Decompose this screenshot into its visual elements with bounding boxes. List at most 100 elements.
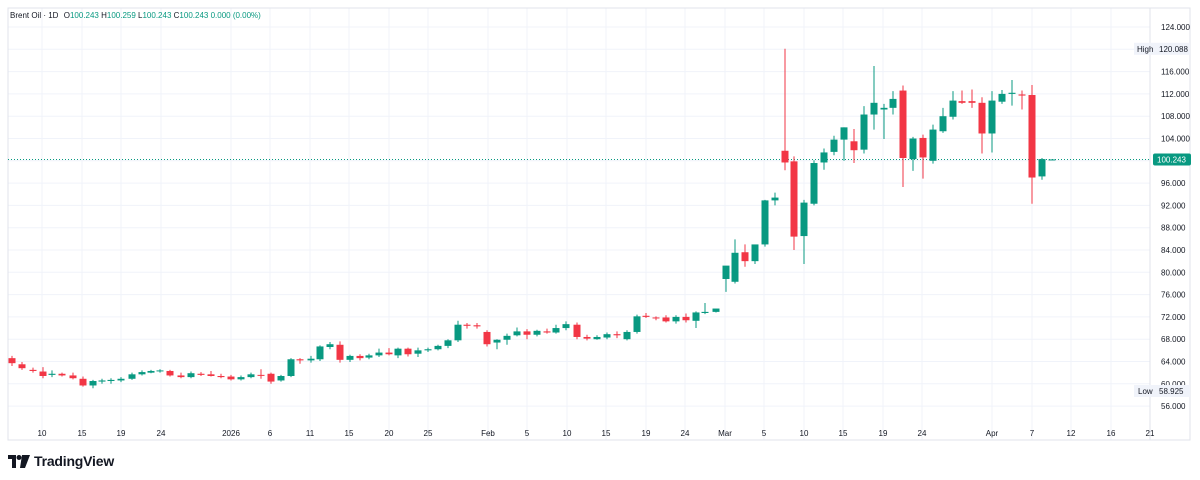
candle-down[interactable]	[336, 341, 344, 363]
candle-up[interactable]	[731, 239, 739, 284]
candle-up[interactable]	[701, 302, 709, 315]
candle-up[interactable]	[771, 192, 779, 206]
candle-down[interactable]	[79, 376, 87, 387]
candle-down[interactable]	[899, 85, 907, 188]
candle-down[interactable]	[463, 323, 471, 329]
candle-up[interactable]	[552, 324, 560, 334]
candle-up[interactable]	[603, 332, 611, 340]
candle-up[interactable]	[988, 91, 996, 153]
candle-up[interactable]	[89, 379, 97, 389]
candle-down[interactable]	[356, 354, 364, 361]
candle-down[interactable]	[18, 362, 26, 370]
candle-down[interactable]	[69, 372, 77, 380]
candle-up[interactable]	[722, 265, 730, 292]
candle-down[interactable]	[29, 367, 37, 373]
candle-up[interactable]	[138, 370, 146, 376]
candle-up[interactable]	[247, 372, 255, 379]
candle-down[interactable]	[919, 134, 927, 179]
candle-up[interactable]	[672, 315, 680, 324]
candle-down[interactable]	[8, 355, 16, 366]
candle-down[interactable]	[790, 156, 798, 250]
candle-up[interactable]	[830, 135, 838, 156]
candle-down[interactable]	[613, 331, 621, 339]
candle-down[interactable]	[523, 329, 531, 340]
candle-up[interactable]	[316, 345, 324, 361]
candle-down[interactable]	[968, 89, 976, 108]
candle-up[interactable]	[48, 370, 56, 378]
candle-down[interactable]	[662, 315, 670, 323]
candle-up[interactable]	[1038, 158, 1046, 180]
candle-up[interactable]	[493, 339, 501, 350]
candle-down[interactable]	[682, 313, 690, 323]
candle-down[interactable]	[583, 334, 591, 341]
symbol-name[interactable]: Brent Oil · 1D	[10, 11, 59, 20]
candle-up[interactable]	[949, 91, 957, 120]
candle-up[interactable]	[533, 329, 541, 337]
candle-up[interactable]	[751, 244, 759, 264]
candle-up[interactable]	[840, 127, 848, 161]
candle-down[interactable]	[207, 370, 215, 377]
candle-down[interactable]	[652, 316, 660, 321]
candle-down[interactable]	[483, 330, 491, 347]
candle-up[interactable]	[929, 124, 937, 164]
candle-up[interactable]	[998, 89, 1006, 104]
candle-up[interactable]	[860, 106, 868, 154]
candle-up[interactable]	[503, 333, 511, 345]
candle-up[interactable]	[889, 91, 897, 115]
candle-up[interactable]	[562, 321, 570, 331]
candle-down[interactable]	[958, 90, 966, 104]
candle-up[interactable]	[870, 66, 878, 130]
candle-up[interactable]	[513, 327, 521, 337]
candle-up[interactable]	[633, 314, 641, 334]
candle-down[interactable]	[166, 369, 174, 377]
candle-up[interactable]	[414, 347, 422, 358]
candle-up[interactable]	[107, 378, 115, 384]
candle-up[interactable]	[810, 160, 818, 206]
candle-down[interactable]	[177, 372, 185, 379]
candle-down[interactable]	[573, 322, 581, 340]
candle-up[interactable]	[346, 354, 354, 363]
candle-up[interactable]	[147, 369, 155, 374]
candle-up[interactable]	[939, 107, 947, 133]
candle-up[interactable]	[434, 344, 442, 351]
candle-down[interactable]	[781, 48, 789, 171]
candle-down[interactable]	[58, 372, 66, 377]
candle-down[interactable]	[543, 328, 551, 334]
candle-down[interactable]	[217, 373, 225, 379]
candle-down[interactable]	[741, 244, 749, 267]
candle-up[interactable]	[156, 369, 164, 373]
candle-up[interactable]	[394, 347, 402, 359]
tradingview-logo[interactable]: TradingView	[8, 452, 114, 470]
candle-down[interactable]	[850, 129, 858, 164]
candle-up[interactable]	[277, 374, 285, 382]
candle-up[interactable]	[237, 375, 245, 381]
candle-down[interactable]	[404, 347, 412, 357]
candle-up[interactable]	[800, 199, 808, 264]
candle-up[interactable]	[761, 199, 769, 247]
candle-down[interactable]	[642, 312, 650, 319]
candle-up[interactable]	[365, 353, 373, 360]
candle-up[interactable]	[623, 330, 631, 341]
candle-up[interactable]	[880, 103, 888, 140]
candle-up[interactable]	[128, 372, 136, 380]
candle-up[interactable]	[444, 339, 452, 349]
candle-up[interactable]	[593, 335, 601, 340]
candle-down[interactable]	[227, 374, 235, 381]
candle-down[interactable]	[473, 323, 481, 329]
candle-up[interactable]	[820, 148, 828, 170]
candle-up[interactable]	[375, 348, 383, 358]
candle-up[interactable]	[326, 341, 334, 350]
candle-up[interactable]	[117, 377, 125, 383]
candle-down[interactable]	[385, 348, 393, 356]
candle-down[interactable]	[296, 358, 304, 364]
candle-up[interactable]	[98, 378, 106, 384]
candle-up[interactable]	[287, 358, 295, 378]
candle-down[interactable]	[267, 372, 275, 384]
candle-up[interactable]	[424, 347, 432, 353]
candle-up[interactable]	[692, 311, 700, 329]
candle-down[interactable]	[1018, 90, 1026, 110]
candle-up[interactable]	[1048, 159, 1056, 161]
candle-down[interactable]	[1028, 84, 1036, 204]
